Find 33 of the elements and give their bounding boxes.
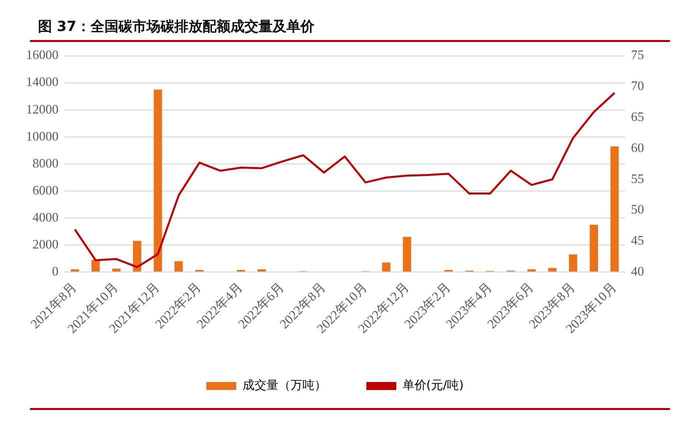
- chart-title: 图 37：全国碳市场碳排放配额成交量及单价: [38, 18, 314, 36]
- y-tick-label: 12000: [26, 101, 58, 116]
- y2-tick-label: 60: [631, 140, 644, 155]
- bar: [258, 269, 266, 272]
- y-tick-label: 6000: [32, 182, 58, 198]
- y2-tick-label: 75: [631, 47, 644, 62]
- y-tick-label: 4000: [32, 209, 58, 224]
- y2-tick-label: 50: [631, 202, 644, 217]
- y-tick-label: 2000: [32, 236, 58, 252]
- y-tick-label: 8000: [32, 155, 58, 170]
- bar: [91, 260, 100, 272]
- bar: [568, 254, 578, 272]
- y-tick-label: 14000: [26, 74, 58, 90]
- y2-tick-label: 55: [631, 170, 644, 186]
- bar: [590, 224, 598, 272]
- y-tick-label: 0: [52, 263, 58, 278]
- bar: [402, 236, 412, 272]
- bar: [610, 146, 619, 272]
- y-tick-label: 16000: [26, 47, 58, 62]
- bar: [548, 268, 556, 272]
- bar: [133, 240, 142, 272]
- y2-tick-label: 45: [631, 232, 644, 248]
- bar: [382, 262, 390, 272]
- bar: [112, 268, 121, 272]
- y2-tick-label: 70: [631, 78, 644, 94]
- bar: [174, 261, 183, 272]
- y2-tick-label: 40: [631, 263, 644, 278]
- bar: [70, 269, 80, 272]
- bar: [154, 90, 162, 272]
- y-tick-label: 10000: [26, 128, 58, 144]
- legend-label: 成交量（万吨）: [242, 378, 326, 392]
- y2-tick-label: 65: [631, 108, 644, 124]
- legend-label: 单价(元/吨): [402, 378, 464, 392]
